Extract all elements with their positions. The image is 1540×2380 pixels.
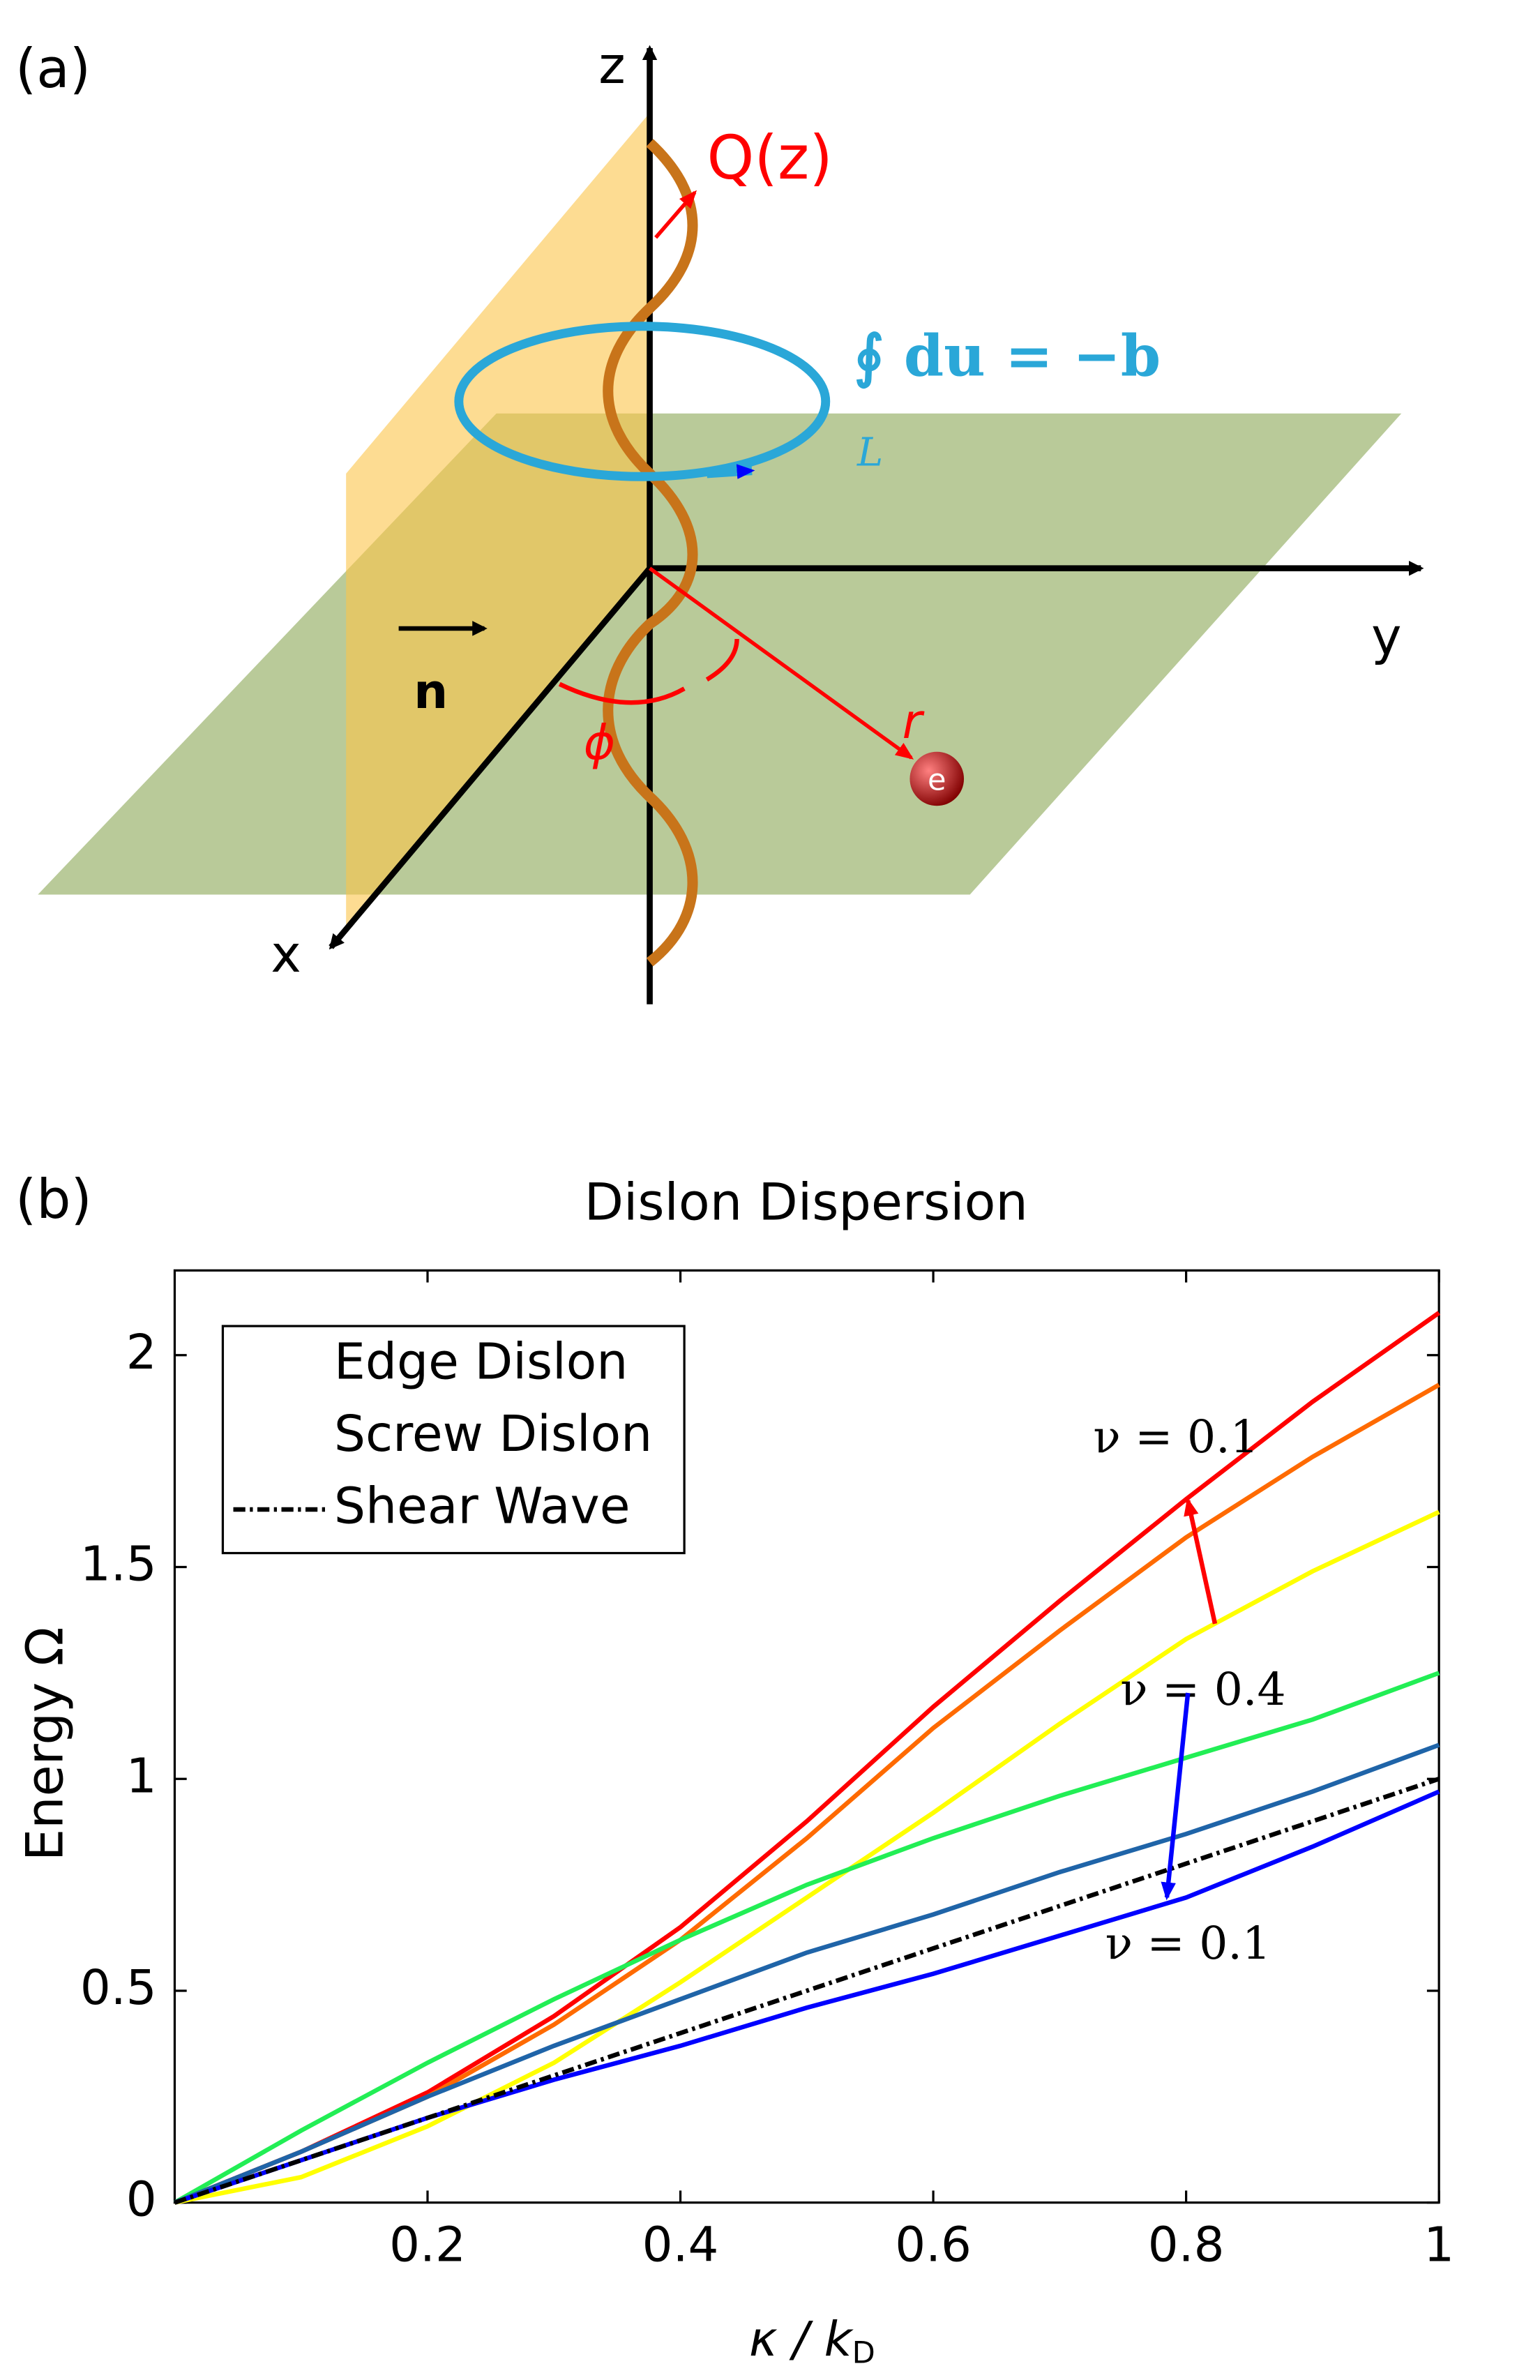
burgers-loop	[454, 322, 831, 481]
annotation: ν = 0.1	[1093, 1411, 1258, 1463]
x-label-main: κ / k	[749, 2312, 854, 2367]
panel-a: (a) z y x Q(z) ∮ du = −b L n ϕ r e	[15, 36, 1424, 1004]
angle-arc	[558, 638, 739, 705]
r-arrow	[648, 566, 914, 760]
x-axis-label: κ / kD	[749, 2312, 875, 2370]
y-tick-label: 1	[126, 1748, 157, 1804]
axis-label: x	[271, 925, 301, 984]
series-line	[174, 1777, 1440, 2205]
series-line	[174, 1509, 1440, 2205]
y-tick-label: 1.5	[80, 1537, 157, 1592]
contour-label: L	[856, 430, 883, 476]
x-tick-label: 0.8	[1148, 2217, 1225, 2273]
x-tick-label: 0.6	[895, 2217, 972, 2273]
panel-label: (a)	[15, 38, 91, 100]
panel-label: (b)	[15, 1168, 92, 1231]
electron-label: e	[928, 762, 946, 797]
dislocation-line	[603, 139, 698, 967]
integral-label: ∮ du = −b	[854, 323, 1161, 390]
chart-title: Dislon Dispersion	[584, 1173, 1028, 1233]
normal-label: n	[414, 664, 448, 720]
legend-label: Shear Wave	[334, 1477, 631, 1535]
series-line	[173, 1671, 1440, 2205]
x-tick-label: 0.2	[389, 2217, 466, 2273]
x-tick-label: 0.4	[642, 2217, 719, 2273]
legend-label: Screw Dislon	[334, 1405, 652, 1463]
annotation: ν = 0.1	[1105, 1918, 1271, 1970]
charge-label: Q(z)	[707, 123, 832, 193]
y-tick-label: 2	[126, 1325, 157, 1380]
x-axis	[329, 566, 652, 950]
panel-b: (b) Dislon Dispersion κ / kD Energy Ω 0 0…	[15, 1168, 1454, 2370]
annotation: ν = 0.4	[1120, 1664, 1285, 1716]
y-tick-label: 0.5	[80, 1960, 157, 2016]
x-tick-label: 1	[1424, 2217, 1454, 2273]
annotation-arrow	[1161, 1692, 1191, 1901]
legend-label: Edge Dislon	[334, 1333, 628, 1391]
y-axis-label: Energy Ω	[15, 1627, 75, 1861]
axis-label: y	[1371, 608, 1401, 667]
y-tick-label: 0	[126, 2172, 157, 2228]
q-arrow	[654, 190, 697, 239]
axis-label: z	[598, 36, 625, 96]
radius-label: r	[903, 694, 925, 750]
loop-arrow	[707, 464, 755, 479]
x-label-sub: D	[852, 2335, 875, 2370]
angle-label: ϕ	[584, 715, 616, 771]
series-line	[174, 1311, 1441, 2205]
series-line	[174, 1742, 1440, 2205]
electron	[909, 751, 965, 806]
annotation-arrow	[1184, 1497, 1218, 1625]
xy-plane	[38, 413, 1402, 895]
slip-plane	[346, 112, 650, 925]
